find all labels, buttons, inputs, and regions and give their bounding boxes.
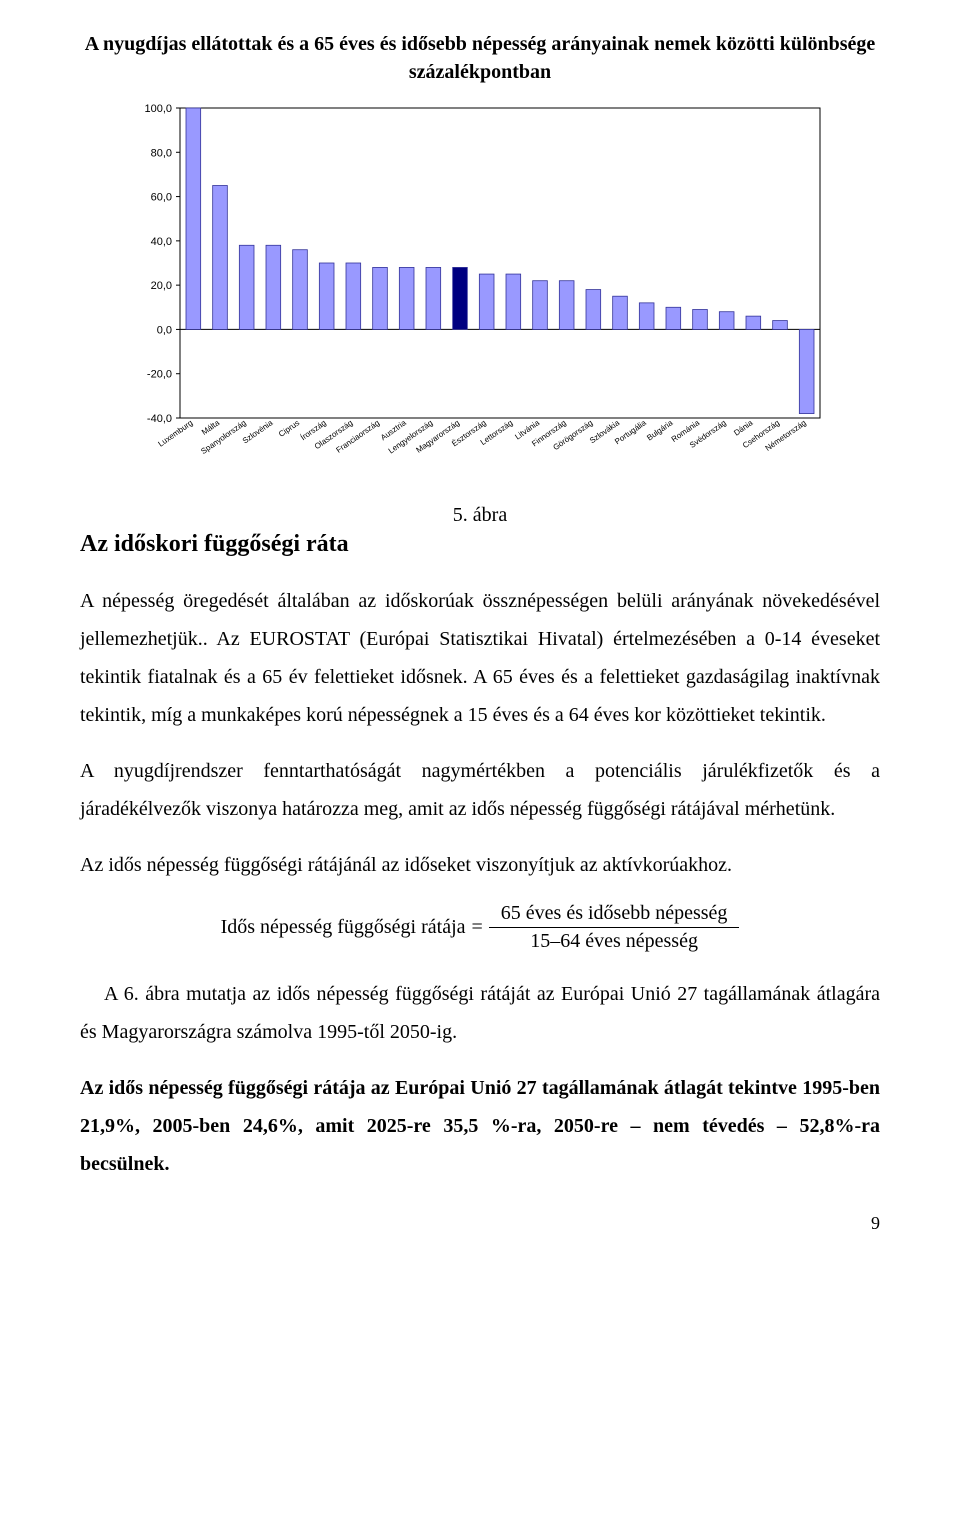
chart-title: A nyugdíjas ellátottak és a 65 éves és i… xyxy=(80,30,880,86)
svg-text:40,0: 40,0 xyxy=(151,236,172,248)
svg-text:-20,0: -20,0 xyxy=(147,369,172,381)
body-paragraph-bold: Az idős népesség függőségi rátája az Eur… xyxy=(80,1069,880,1183)
svg-text:0,0: 0,0 xyxy=(157,324,172,336)
body-paragraph: A népesség öregedését általában az idősk… xyxy=(80,582,880,734)
svg-text:Szlovénia: Szlovénia xyxy=(241,418,275,446)
svg-text:Málta: Málta xyxy=(200,418,222,437)
svg-text:-40,0: -40,0 xyxy=(147,413,172,425)
formula: Idős népesség függőségi rátája = 65 éves… xyxy=(80,902,880,953)
formula-numerator: 65 éves és idősebb népesség xyxy=(489,902,740,927)
svg-text:80,0: 80,0 xyxy=(151,147,172,159)
body-paragraph: Az idős népesség függőségi rátájánál az … xyxy=(80,846,880,884)
body-paragraph: A nyugdíjrendszer fenntarthatóságát nagy… xyxy=(80,752,880,828)
formula-lhs: Idős népesség függőségi rátája xyxy=(221,916,466,939)
formula-denominator: 15–64 éves népesség xyxy=(489,927,740,953)
page-number: 9 xyxy=(80,1213,880,1234)
equals-sign: = xyxy=(466,916,489,939)
svg-text:Ciprus: Ciprus xyxy=(277,418,301,439)
svg-text:20,0: 20,0 xyxy=(151,280,172,292)
formula-fraction: 65 éves és idősebb népesség 15–64 éves n… xyxy=(489,902,740,953)
svg-text:60,0: 60,0 xyxy=(151,192,172,204)
body-paragraph: A 6. ábra mutatja az idős népesség függő… xyxy=(80,975,880,1051)
svg-text:100,0: 100,0 xyxy=(144,103,172,115)
figure-label: 5. ábra xyxy=(80,504,880,527)
section-heading: Az időskori függőségi ráta xyxy=(80,531,880,558)
bar-chart: -40,0-20,00,020,040,060,080,0100,0Luxemb… xyxy=(80,98,880,488)
